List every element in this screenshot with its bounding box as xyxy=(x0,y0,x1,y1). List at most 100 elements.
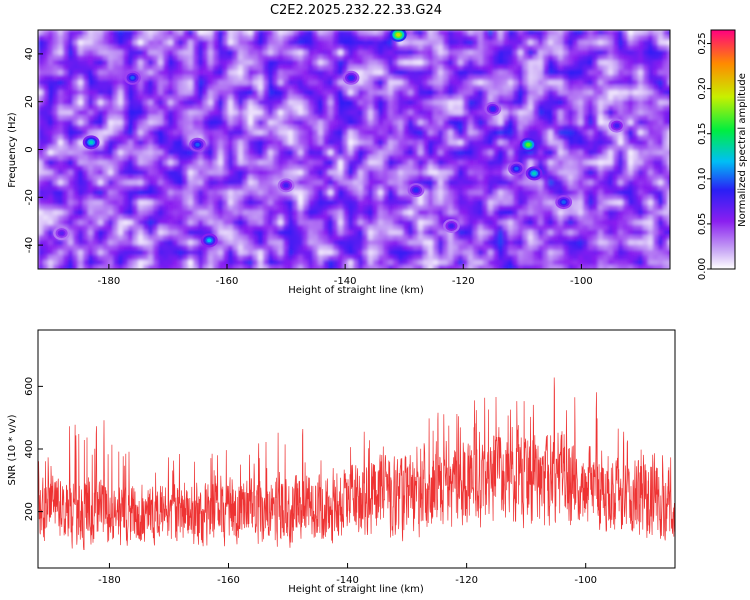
heatmap-cell xyxy=(78,210,84,216)
heatmap-cell xyxy=(558,90,564,96)
heatmap-cell xyxy=(268,35,274,41)
heatmap-cell xyxy=(563,80,569,86)
heatmap-cell xyxy=(543,65,549,71)
heatmap-cell xyxy=(168,70,174,76)
heatmap-cell xyxy=(618,105,624,111)
heatmap-cell xyxy=(488,140,494,146)
heatmap-cell xyxy=(303,125,309,131)
heatmap-cell xyxy=(503,195,509,201)
heatmap-cell xyxy=(268,160,274,166)
heatmap-cell xyxy=(383,75,389,81)
heatmap-cell xyxy=(448,210,454,216)
heatmap-cell xyxy=(363,120,369,126)
heatmap-cell xyxy=(613,70,619,76)
heatmap-cell xyxy=(418,75,424,81)
heatmap-cell xyxy=(268,140,274,146)
heatmap-cell xyxy=(628,140,634,146)
heatmap-cell xyxy=(663,40,669,46)
heatmap-cell xyxy=(388,95,394,101)
heatmap-cell xyxy=(68,30,74,36)
heatmap-cell xyxy=(308,135,314,141)
heatmap-cell xyxy=(268,205,274,211)
heatmap-cell xyxy=(423,110,429,116)
heatmap-cell xyxy=(593,70,599,76)
heatmap-cell xyxy=(603,40,609,46)
heatmap-cell xyxy=(43,85,49,91)
heatmap-cell xyxy=(388,135,394,141)
heatmap-cell xyxy=(173,95,179,101)
heatmap-cell xyxy=(388,155,394,161)
heatmap-cell xyxy=(68,170,74,176)
heatmap-cell xyxy=(538,135,544,141)
heatmap-cell xyxy=(263,210,269,216)
heatmap-cell xyxy=(658,135,664,141)
heatmap-cell xyxy=(118,55,124,61)
heatmap-cell xyxy=(568,175,574,181)
heatmap-cell xyxy=(468,90,474,96)
heatmap-cell xyxy=(303,95,309,101)
heatmap-cell xyxy=(98,80,104,86)
heatmap-cell xyxy=(103,80,109,86)
heatmap-cell xyxy=(603,65,609,71)
heatmap-cell xyxy=(143,210,149,216)
heatmap-cell xyxy=(93,125,99,131)
heatmap-cell xyxy=(88,40,94,46)
heatmap-cell xyxy=(153,105,159,111)
heatmap-cell xyxy=(273,175,279,181)
heatmap-cell xyxy=(623,150,629,156)
heatmap-cell xyxy=(293,205,299,211)
heatmap-cell xyxy=(73,125,79,131)
heatmap-cell xyxy=(168,170,174,176)
heatmap-cell xyxy=(253,205,259,211)
heatmap-cell xyxy=(618,190,624,196)
heatmap-cell xyxy=(513,65,519,71)
heatmap-cell xyxy=(438,135,444,141)
heatmap-cell xyxy=(483,100,489,106)
heatmap-cell xyxy=(548,70,554,76)
heatmap-cell xyxy=(388,70,394,76)
heatmap-cell xyxy=(633,130,639,136)
heatmap-cell xyxy=(423,200,429,206)
heatmap-cell xyxy=(363,40,369,46)
heatmap-cell xyxy=(118,165,124,171)
heatmap-cell xyxy=(138,165,144,171)
heatmap-cell xyxy=(203,225,209,231)
heatmap-cell xyxy=(553,50,559,56)
heatmap-cell xyxy=(103,110,109,116)
heatmap-cell xyxy=(173,150,179,156)
heatmap-cell xyxy=(73,180,79,186)
heatmap-cell xyxy=(308,145,314,151)
heatmap-cell xyxy=(233,165,239,171)
heatmap-cell xyxy=(583,85,589,91)
heatmap-cell xyxy=(178,55,184,61)
heatmap-cell xyxy=(593,45,599,51)
heatmap-cell xyxy=(308,170,314,176)
heatmap-cell xyxy=(298,120,304,126)
heatmap-cell xyxy=(293,70,299,76)
heatmap-cell xyxy=(383,110,389,116)
heatmap-cell xyxy=(378,45,384,51)
heatmap-cell xyxy=(573,175,579,181)
heatmap-cell xyxy=(288,215,294,221)
heatmap-cell xyxy=(88,115,94,121)
heatmap-cell xyxy=(223,170,229,176)
heatmap-cell xyxy=(573,90,579,96)
heatmap-cell xyxy=(578,195,584,201)
heatmap-cell xyxy=(263,150,269,156)
heatmap-cell xyxy=(128,215,134,221)
heatmap-cell xyxy=(643,45,649,51)
heatmap-cell xyxy=(513,130,519,136)
heatmap-cell xyxy=(598,205,604,211)
heatmap-cell xyxy=(88,70,94,76)
heatmap-cell xyxy=(183,140,189,146)
heatmap-cell xyxy=(443,160,449,166)
heatmap-cell xyxy=(458,130,464,136)
heatmap-cell xyxy=(213,100,219,106)
heatmap-cell xyxy=(583,215,589,221)
heatmap-cell xyxy=(88,160,94,166)
heatmap-cell xyxy=(373,190,379,196)
heatmap-cell xyxy=(78,55,84,61)
heatmap-cell xyxy=(338,130,344,136)
heatmap-cell xyxy=(38,35,44,41)
heatmap-cell xyxy=(508,155,514,161)
